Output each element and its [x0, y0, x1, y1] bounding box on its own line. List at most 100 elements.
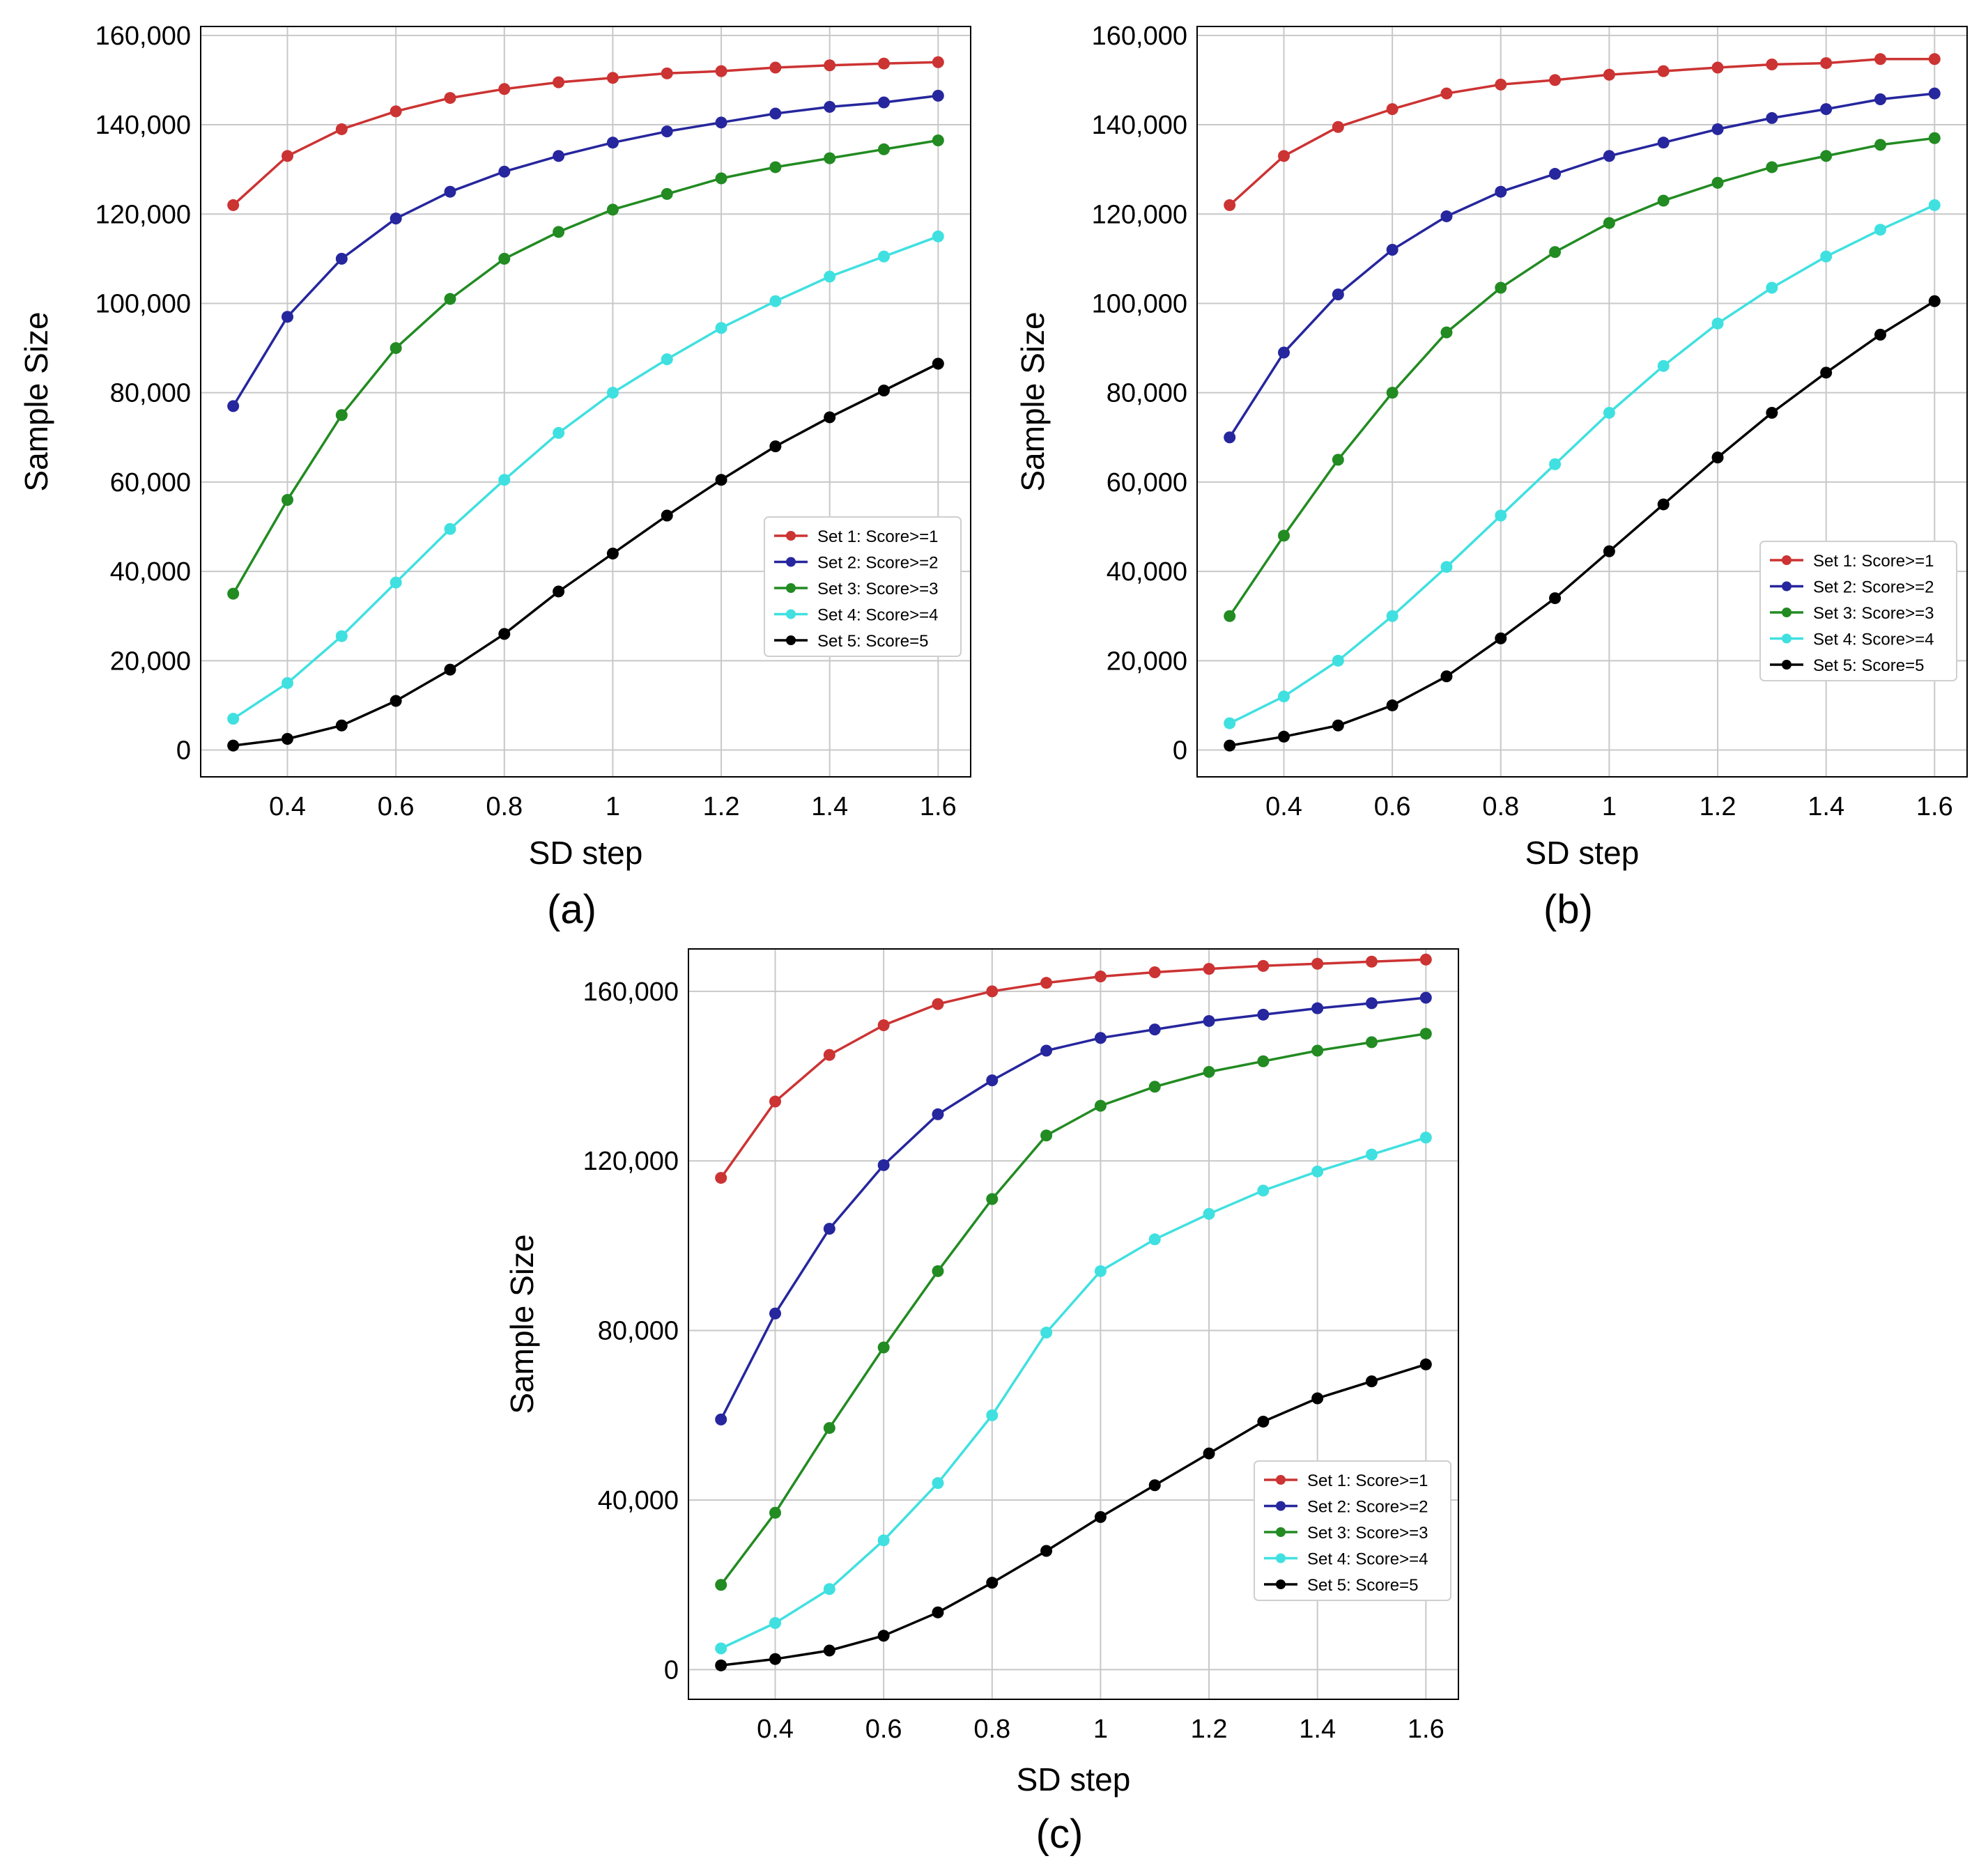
series-4-point: [769, 1616, 782, 1629]
y-tick-label: 0: [1173, 736, 1187, 766]
legend-swatch-marker-2: [1782, 581, 1791, 592]
series-5-point: [1820, 366, 1833, 379]
series-4-point: [1224, 717, 1236, 729]
series-5-point: [444, 663, 456, 676]
series-1-point: [1657, 65, 1670, 77]
legend-swatch-marker-5: [786, 635, 796, 645]
series-2-point: [1332, 288, 1344, 301]
series-2-point: [606, 137, 619, 149]
series-3-point: [986, 1193, 999, 1205]
series-line-1: [720, 958, 1426, 1179]
series-5-point: [661, 509, 673, 522]
series-3-point: [1148, 1081, 1161, 1093]
series-2-point: [1419, 991, 1432, 1004]
series-5-point: [1928, 295, 1941, 307]
series-3-point: [606, 203, 619, 216]
series-4-point: [1603, 407, 1615, 419]
series-3-point: [1495, 281, 1507, 294]
series-markers: [1224, 53, 1941, 752]
series-2-point: [1549, 168, 1562, 180]
y-tick-label: 60,000: [110, 468, 191, 497]
series-3-point: [661, 187, 673, 200]
legend-entry-3: Set 3: Score>=3: [1307, 1524, 1428, 1543]
series-5-point: [1440, 670, 1453, 683]
series-4-point: [715, 1642, 727, 1655]
series-3-point: [335, 409, 348, 422]
legend-swatch-marker-1: [1276, 1475, 1286, 1485]
legend-swatch-marker-1: [786, 531, 796, 541]
legend-entry-4: Set 4: Score>=4: [817, 606, 938, 625]
series-4-point: [553, 426, 565, 439]
series-1-point: [769, 1095, 782, 1108]
series-1-point: [1094, 971, 1107, 983]
series-1-point: [769, 61, 782, 74]
legend-swatch-marker-2: [1276, 1501, 1286, 1511]
plot-frame: [688, 948, 1459, 1700]
x-axis-label: SD step: [529, 835, 643, 871]
series-4-point: [1203, 1207, 1215, 1220]
series-2-point: [444, 185, 456, 198]
series-4-point: [444, 523, 456, 535]
series-4-point: [1711, 317, 1724, 330]
series-1-point: [1440, 87, 1453, 100]
series-2-point: [1257, 1008, 1270, 1021]
series-5-point: [986, 1577, 999, 1589]
series-5-point: [877, 1630, 890, 1642]
series-lines: [1228, 58, 1936, 747]
series-line-3: [720, 1032, 1426, 1586]
series-markers: [715, 953, 1432, 1671]
legend-swatch-marker-5: [1276, 1579, 1286, 1589]
series-1-point: [390, 105, 402, 118]
series-3-point: [1311, 1044, 1324, 1057]
series-4-point: [932, 230, 944, 242]
series-1-point: [1203, 963, 1215, 975]
series-2-point: [498, 165, 511, 178]
x-tick-label: 0.8: [1482, 792, 1519, 821]
series-line-3: [1228, 137, 1935, 617]
series-2-point: [1603, 150, 1615, 162]
y-tick-label: 80,000: [1107, 379, 1187, 408]
series-3-point: [1386, 387, 1398, 399]
y-tick-label: 0: [664, 1655, 679, 1685]
series-4-point: [1365, 1148, 1378, 1161]
series-2-point: [1928, 87, 1941, 100]
series-5-point: [823, 1644, 835, 1657]
series-1-point: [1711, 61, 1724, 74]
series-2-point: [1711, 123, 1724, 135]
x-tick-label: 1.2: [703, 792, 740, 821]
series-2-point: [335, 252, 348, 265]
legend-swatch-marker-4: [1782, 633, 1791, 644]
y-axis-label: Sample Size: [18, 311, 54, 491]
series-1-point: [877, 1019, 890, 1032]
series-2-point: [715, 116, 727, 129]
series-4-point: [1040, 1327, 1053, 1339]
y-tick-label: 100,000: [95, 289, 191, 318]
legend-entry-5: Set 5: Score=5: [1307, 1576, 1418, 1595]
x-tick-label: 1: [1602, 792, 1617, 821]
series-5-point: [1040, 1545, 1053, 1557]
series-line-2: [1228, 92, 1935, 438]
legend-entry-3: Set 3: Score>=3: [817, 580, 938, 598]
y-tick-label: 20,000: [110, 647, 191, 676]
series-4-point: [986, 1409, 999, 1421]
legend-swatch-marker-3: [1782, 608, 1791, 617]
series-5-point: [1094, 1510, 1107, 1523]
y-axis-label: Sample Size: [1015, 311, 1051, 491]
series-4-point: [1495, 509, 1507, 522]
legend-entry-4: Set 4: Score>=4: [1307, 1550, 1428, 1569]
series-4-point: [1332, 654, 1344, 667]
series-5-point: [335, 719, 348, 732]
series-4-point: [824, 270, 836, 283]
x-tick-label: 1: [1093, 1715, 1108, 1744]
series-1-point: [606, 72, 619, 84]
series-3-point: [1203, 1065, 1215, 1078]
series-2-point: [1766, 111, 1778, 124]
series-1-point: [1386, 103, 1398, 116]
series-3-point: [877, 143, 890, 155]
series-markers: [227, 56, 944, 752]
series-4-point: [823, 1583, 835, 1595]
series-2-point: [553, 150, 565, 162]
series-2-point: [1148, 1023, 1161, 1036]
y-tick-label: 60,000: [1107, 468, 1187, 497]
plot-frame: [1196, 26, 1968, 778]
